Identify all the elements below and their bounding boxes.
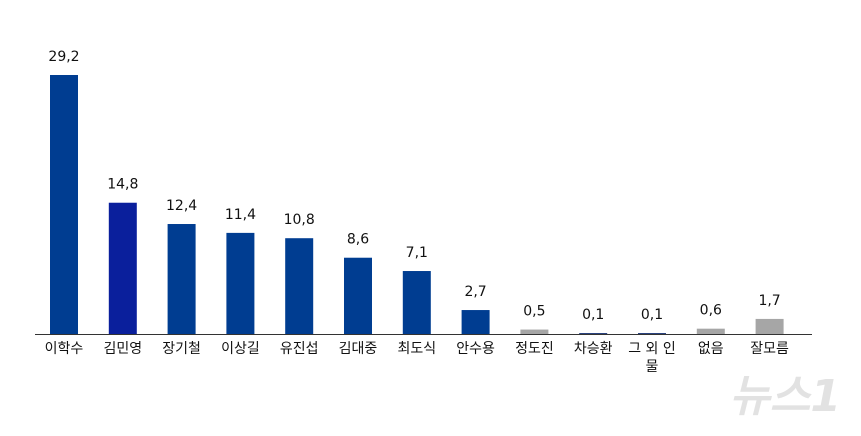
- x-tick-label: 잘모름: [750, 341, 789, 357]
- value-label: 8,6: [347, 232, 369, 248]
- bar: [50, 75, 78, 334]
- bar: [402, 271, 431, 334]
- x-tick-label: 이상길: [221, 341, 260, 357]
- x-tick-label: 김대중: [338, 341, 378, 357]
- x-tick-label: 최도식: [397, 341, 437, 357]
- bar: [108, 202, 137, 334]
- bar: [755, 318, 784, 334]
- bar: [344, 257, 372, 334]
- value-label: 0,5: [523, 304, 545, 320]
- value-label: 12,4: [166, 198, 197, 214]
- x-tick-label: 유진섭: [279, 341, 319, 357]
- x-tick-label: 안수용: [456, 341, 495, 357]
- x-tick-label: 차승환: [573, 341, 613, 357]
- value-label: 0,1: [582, 307, 604, 323]
- value-label: 1,7: [758, 293, 780, 309]
- x-tick-label: 그 외 인물: [628, 341, 676, 375]
- value-label: 0,1: [641, 307, 663, 323]
- bar: [579, 333, 608, 334]
- x-tick-label: 없음: [697, 341, 724, 357]
- bar: [638, 333, 666, 334]
- value-label: 11,4: [225, 207, 256, 223]
- value-label: 14,8: [107, 177, 138, 193]
- x-tick-label: 정도진: [515, 341, 554, 357]
- value-label: 7,1: [406, 245, 428, 261]
- x-tick-label: 이학수: [44, 341, 84, 357]
- bar: [696, 328, 725, 334]
- x-tick-label: 장기철: [162, 341, 201, 357]
- value-label: 2,7: [464, 284, 486, 300]
- bar: [520, 329, 549, 334]
- bar: [285, 238, 314, 334]
- value-label: 10,8: [284, 212, 315, 228]
- x-tick-label: 김민영: [103, 341, 143, 357]
- bar: [226, 232, 255, 334]
- value-label: 0,6: [700, 303, 722, 319]
- value-label: 29,2: [48, 49, 79, 65]
- watermark: 뉴스1: [729, 371, 841, 422]
- bar: [167, 224, 196, 334]
- bar: [461, 310, 490, 334]
